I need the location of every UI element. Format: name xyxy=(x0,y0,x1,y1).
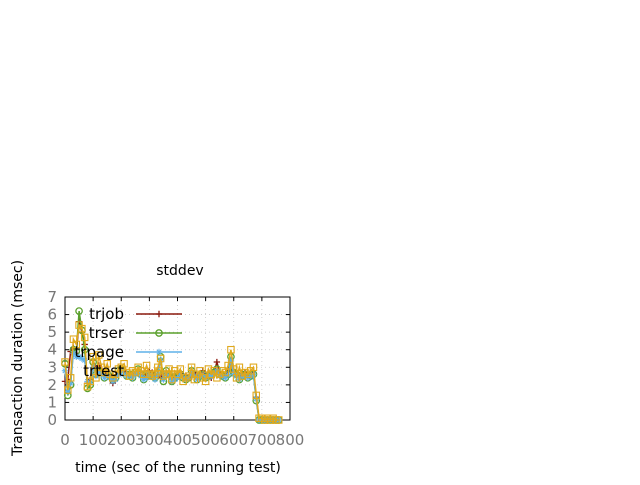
data-point-trtest xyxy=(61,358,69,366)
data-point-trpage xyxy=(208,372,215,380)
data-point-trpage xyxy=(67,379,74,387)
data-point-trpage xyxy=(89,364,97,371)
legend-label-trtest: trtest xyxy=(83,362,124,380)
data-point-trtest xyxy=(89,352,97,361)
x-tick-label: 100 xyxy=(79,431,108,449)
data-point-trtest xyxy=(64,386,72,394)
data-point-trpage xyxy=(222,374,229,382)
y-tick-label: 4 xyxy=(47,341,57,359)
data-point-trtest xyxy=(249,363,258,372)
data-point-trpage xyxy=(101,374,108,382)
legend-label-trjob: trjob xyxy=(89,305,124,323)
series-group xyxy=(61,307,283,424)
x-tick-label: 400 xyxy=(163,431,192,449)
legend-label-trpage: trpage xyxy=(74,343,124,361)
data-point-trpage xyxy=(61,367,69,374)
legend-marker-trtest xyxy=(155,367,163,375)
data-point-trtest xyxy=(92,374,100,382)
data-point-trpage xyxy=(140,376,147,383)
y-tick-label: 0 xyxy=(47,411,57,429)
y-tick-label: 3 xyxy=(47,358,57,376)
data-point-trtest xyxy=(252,391,261,400)
x-tick-label: 700 xyxy=(248,431,277,449)
data-point-trpage xyxy=(81,357,88,364)
series-trtest xyxy=(61,321,283,424)
x-tick-label: 300 xyxy=(135,431,164,449)
y-tick-label: 7 xyxy=(47,288,57,306)
data-point-trtest xyxy=(80,333,89,342)
data-point-trpage xyxy=(70,350,77,357)
x-tick-label: 500 xyxy=(191,431,220,449)
series-trpage xyxy=(61,350,282,424)
y-axis-label: Transaction duration (msec) xyxy=(10,260,26,457)
x-tick-label: 800 xyxy=(276,431,305,449)
series-line-trtest xyxy=(64,323,279,421)
legend-marker-trpage xyxy=(155,348,163,356)
data-point-trtest xyxy=(100,368,109,377)
data-point-trpage xyxy=(78,355,86,362)
legend-marker-trjob xyxy=(155,310,163,318)
y-tick-label: 1 xyxy=(47,393,57,411)
data-point-trpage xyxy=(64,388,72,396)
data-point-trpage xyxy=(75,353,83,360)
data-point-trtest xyxy=(230,365,238,373)
data-point-trser xyxy=(75,307,83,315)
x-tick-label: 600 xyxy=(219,431,248,449)
data-point-trtest xyxy=(78,324,86,333)
data-point-trtest xyxy=(168,375,176,384)
data-point-trtest xyxy=(120,360,128,368)
y-tick-label: 5 xyxy=(47,323,57,341)
data-point-trjob xyxy=(213,358,221,366)
data-point-trtest xyxy=(274,416,283,424)
x-tick-label: 200 xyxy=(107,431,136,449)
legend-label-trser: trser xyxy=(89,324,125,342)
data-point-trtest xyxy=(221,368,230,377)
data-point-trtest xyxy=(227,345,235,354)
y-tick-label: 6 xyxy=(47,306,57,324)
data-point-trtest xyxy=(103,360,111,368)
data-point-trtest xyxy=(201,377,210,386)
data-point-trtest xyxy=(235,363,244,372)
x-tick-label: 0 xyxy=(60,431,70,449)
data-point-trtest xyxy=(187,363,196,372)
data-point-trpage xyxy=(227,357,235,364)
data-point-trtest xyxy=(72,340,81,349)
data-point-trtest xyxy=(156,354,165,363)
data-point-trtest xyxy=(232,374,241,382)
data-point-trtest xyxy=(176,365,185,373)
data-point-trtest xyxy=(66,374,75,382)
y-tick-label: 2 xyxy=(47,376,57,394)
x-axis-label: time (sec of the running test) xyxy=(75,460,281,476)
data-point-trtest xyxy=(165,365,173,373)
legend-marker-trser xyxy=(155,329,163,337)
data-point-trtest xyxy=(196,367,204,375)
data-point-trtest xyxy=(95,351,103,359)
data-point-trtest xyxy=(142,361,151,370)
chart-title: stddev xyxy=(156,263,203,279)
data-point-trpage xyxy=(95,369,102,376)
